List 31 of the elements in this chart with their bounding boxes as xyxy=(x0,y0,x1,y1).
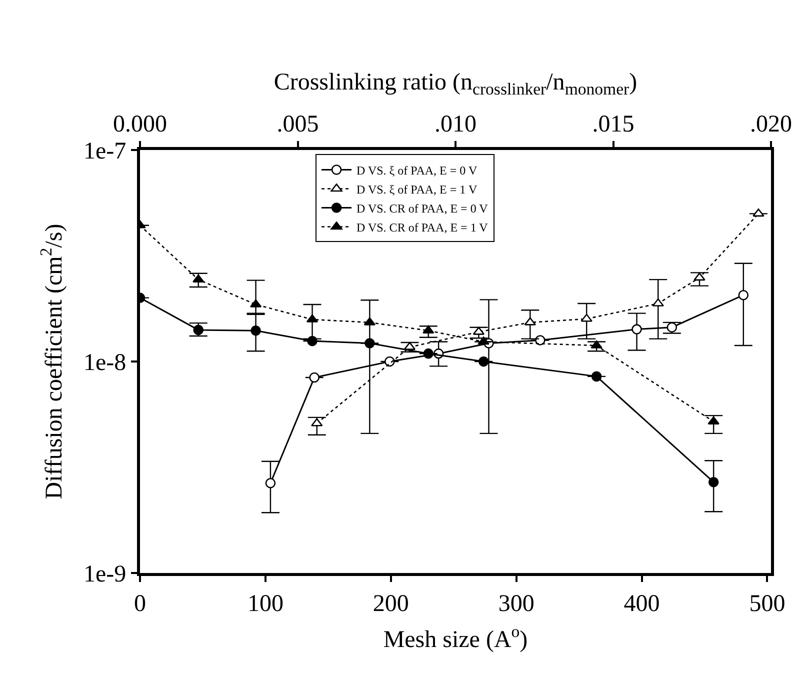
point xyxy=(384,356,395,367)
y-tick-label: 1e-9 xyxy=(84,561,126,588)
x2-axis-title: Crosslinking ratio (n$_{crosslinker}$/n$_{monomer}$) xyxy=(274,70,638,99)
x-tick-label: 200 xyxy=(372,590,409,617)
point xyxy=(652,298,664,306)
x-axis-title: Mesh size (A$^{o}$) xyxy=(383,622,528,654)
legend-label: D VS. CR of PAA, E = 0 V xyxy=(356,201,488,216)
x2-tick-label: .005 xyxy=(276,111,319,138)
x-tick-label: 500 xyxy=(749,590,786,617)
legend-label: D VS. ξ of PAA, E = 0 V xyxy=(356,163,478,178)
point xyxy=(265,478,276,488)
point xyxy=(580,314,592,322)
x-tick-label: 100 xyxy=(247,590,284,617)
point xyxy=(694,272,706,281)
point xyxy=(309,372,320,383)
point xyxy=(524,317,536,326)
x2-tick-label: .010 xyxy=(434,111,476,138)
point xyxy=(632,324,642,334)
x2-tick-label: 0.000 xyxy=(113,111,167,138)
y-tick-label: 1e-7 xyxy=(84,138,126,164)
y-tick-label: 1e-8 xyxy=(84,350,126,376)
x2-tick-label: .020 xyxy=(750,111,792,138)
x-tick-label: 300 xyxy=(498,590,534,617)
x-tick-label: 0 xyxy=(134,590,146,617)
x2-tick-label: .015 xyxy=(592,111,634,138)
x-tick-label: 400 xyxy=(624,590,660,617)
legend-label: D VS. ξ of PAA, E = 1 V xyxy=(356,182,478,196)
point xyxy=(752,208,764,217)
point xyxy=(311,418,323,426)
point xyxy=(738,290,749,300)
legend-label: D VS. CR of PAA, E = 1 V xyxy=(356,220,488,234)
